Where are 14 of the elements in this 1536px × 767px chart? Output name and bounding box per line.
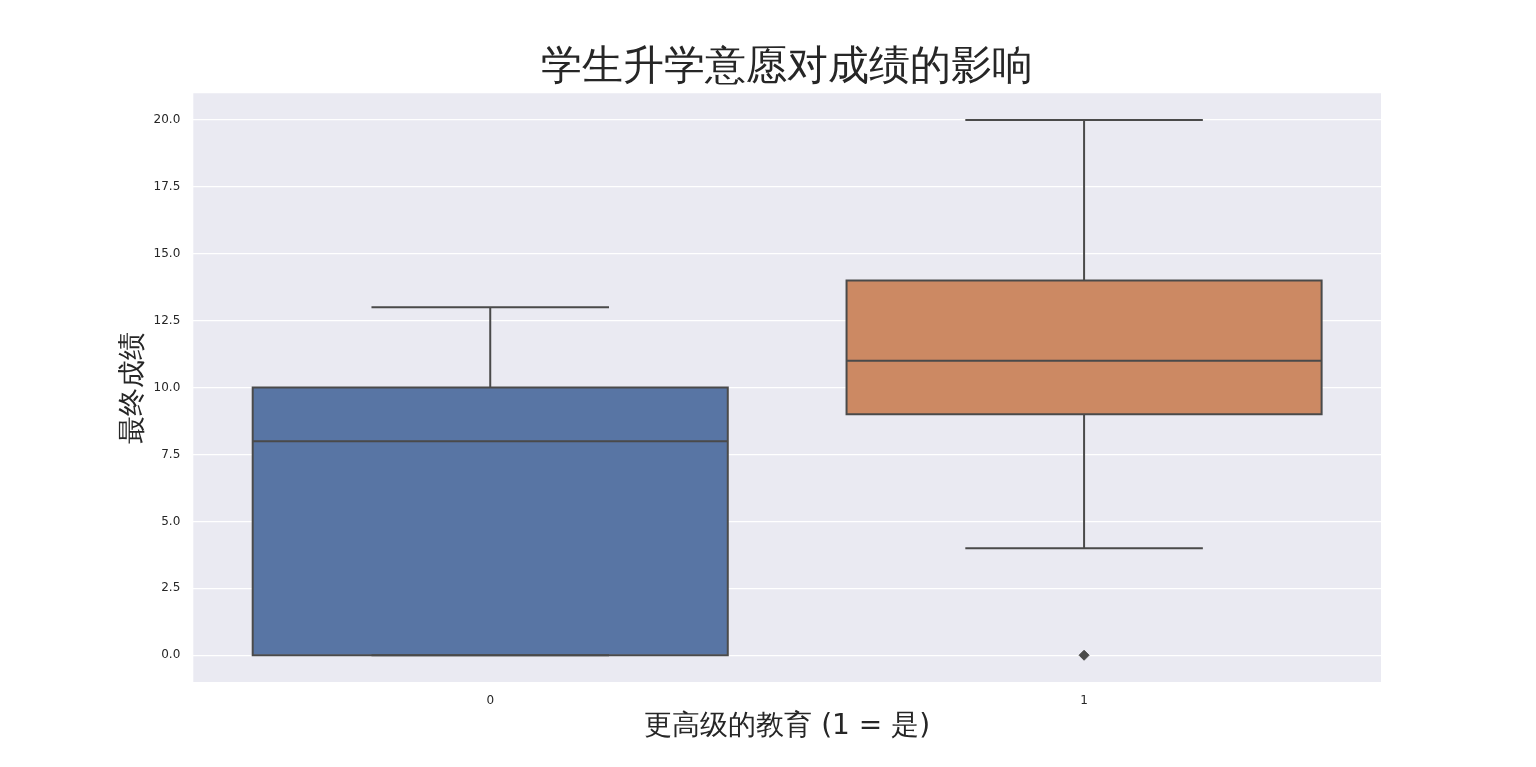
x-tick-label: 0 bbox=[486, 693, 495, 708]
y-tick-label: 5.0 bbox=[161, 513, 181, 528]
x-tick-label: 1 bbox=[1080, 693, 1088, 708]
y-tick-label: 12.5 bbox=[153, 312, 181, 327]
y-tick-label: 0.0 bbox=[161, 647, 181, 662]
y-axis-title: 最终成绩 bbox=[115, 331, 149, 444]
y-tick-label: 17.5 bbox=[153, 179, 181, 193]
y-tick-label: 15.0 bbox=[153, 245, 181, 260]
chart-title: 学生升学意愿对成绩的影响 bbox=[541, 41, 1034, 90]
y-tick-label: 20.0 bbox=[153, 112, 181, 127]
y-tick-label: 2.5 bbox=[161, 580, 181, 595]
y-tick-label: 7.5 bbox=[161, 446, 181, 461]
x-axis-title: 更高级的教育 (1 = 是) bbox=[644, 708, 931, 742]
y-tick-label: 10.0 bbox=[153, 379, 181, 394]
